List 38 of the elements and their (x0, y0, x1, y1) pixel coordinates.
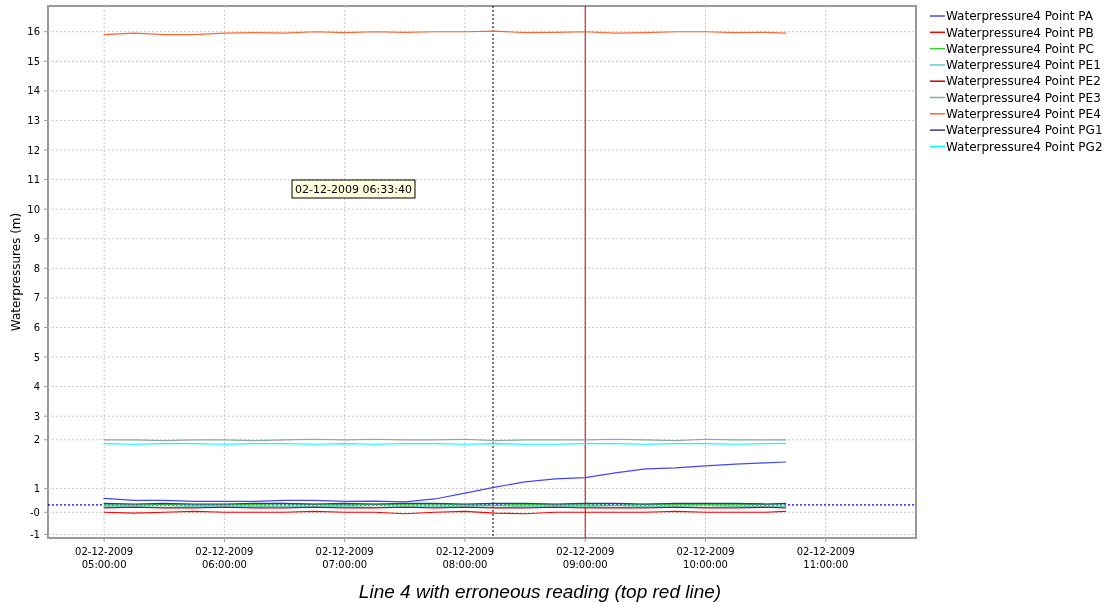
x-tick-label: 02-12-2009 08:00:00 (435, 546, 495, 570)
y-tick-label: 2 (33, 434, 40, 446)
x-tick-label: 02-12-2009 11:00:00 (796, 546, 855, 570)
y-tick-label: 6 (33, 321, 40, 333)
legend-label: Waterpressure4 Point PG1 (946, 123, 1103, 138)
y-tick-label: -0 (30, 506, 40, 518)
legend-label: Waterpressure4 Point PA (946, 9, 1094, 24)
x-tick-label: 02-12-2009 06:00:00 (195, 546, 254, 570)
legend-label: Waterpressure4 Point PE1 (946, 58, 1101, 73)
y-tick-label: -1 (30, 528, 40, 540)
y-tick-label: 3 (33, 410, 40, 422)
x-tick-label: 02-12-2009 07:00:00 (315, 546, 374, 570)
y-tick-label: 4 (33, 381, 40, 393)
line-series (103, 461, 787, 503)
y-tick-label: 8 (33, 262, 40, 274)
y-tick-label: 10 (27, 203, 40, 215)
annotation: 02-12-2009 06:33:40 (295, 182, 412, 196)
y-tick-label: 14 (27, 85, 40, 97)
y-axis-title: Waterpressures (m) (9, 212, 23, 332)
y-tick-label: 5 (33, 351, 40, 363)
y-tick-label: 11 (27, 174, 40, 186)
legend-label: Waterpressure4 Point PG2 (946, 139, 1103, 154)
legend-label: Waterpressure4 Point PE4 (946, 107, 1101, 121)
legend-label: Waterpressure4 Point PE3 (946, 90, 1101, 105)
y-tick-label: 9 (33, 233, 40, 245)
y-tick-label: 12 (27, 144, 40, 156)
y-tick-label: 16 (27, 26, 40, 38)
legend-label: Waterpressure4 Point PE2 (946, 74, 1101, 89)
text: Line 4 with erroneous reading (top red line) (358, 581, 722, 602)
y-tick-label: 1 (33, 483, 40, 495)
x-tick-label: 02-12-2009 05:00:00 (75, 546, 134, 570)
x-tick-label: 02-12-2009 10:00:00 (676, 546, 735, 570)
y-tick-label: 7 (33, 292, 40, 304)
legend-label: Waterpressure4 Point PB (946, 25, 1094, 40)
x-tick-label: 02-12-2009 09:00:00 (556, 546, 615, 570)
legend-label: Waterpressure4 Point PC (946, 41, 1094, 56)
y-tick-label: 15 (27, 55, 40, 67)
y-tick-label: 13 (27, 114, 40, 126)
